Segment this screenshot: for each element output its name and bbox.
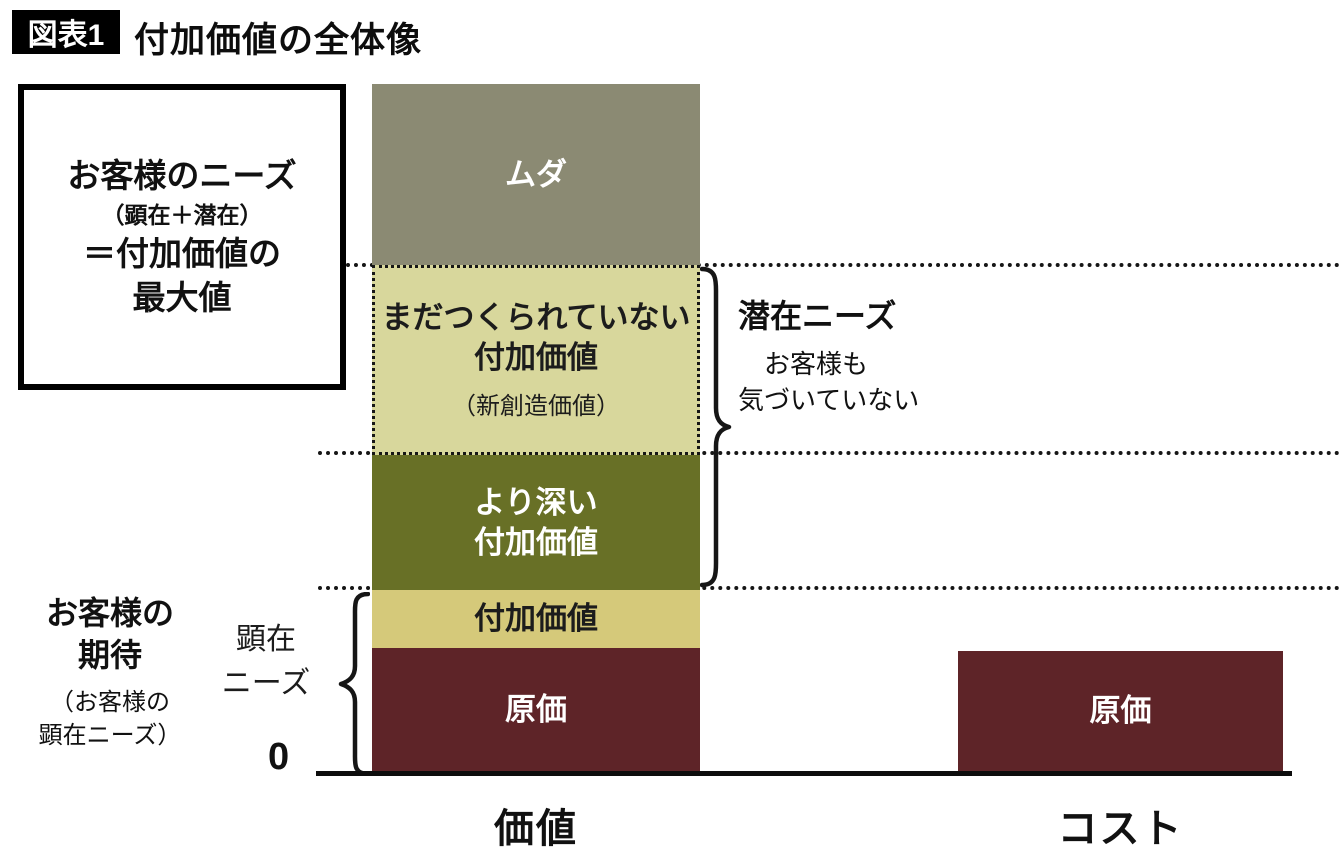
dotted-line-middle [318, 451, 1340, 455]
figure-title: 付加価値の全体像 [134, 21, 423, 60]
segment-deeper-value: より深い 付加価値 [372, 455, 700, 590]
latent-needs-annotation: 潜在ニーズ お客様も 気づいていない [738, 296, 998, 418]
needs-box-line3: ＝付加価値の [83, 235, 281, 272]
segment-added-label: 付加価値 [474, 601, 598, 636]
needs-box-line2: （顕在＋潜在） [101, 202, 263, 228]
segment-deeper-line2: 付加価値 [474, 524, 598, 560]
explicit-needs-line2: ニーズ [221, 667, 311, 700]
segment-uncreated-line3: （新創造価値） [452, 393, 620, 420]
axis-category-cost: コスト [1057, 807, 1184, 851]
cost-bar-label: 原価 [1089, 693, 1152, 728]
expectation-line2: 期待 [77, 637, 142, 673]
latent-needs-line1: お客様も [764, 349, 869, 379]
segment-uncreated-line1: まだつくられていない [381, 300, 691, 335]
needs-box-line4: 最大値 [132, 279, 232, 316]
latent-needs-title: 潜在ニーズ [738, 298, 897, 334]
axis-category-value: 価値 [494, 807, 578, 851]
cost-bar: 原価 [958, 651, 1283, 771]
axis-origin-label: 0 [268, 736, 290, 778]
explicit-needs-brace [338, 592, 370, 776]
dotted-line-bottom [318, 586, 1340, 590]
expectation-line3: （お客様の [50, 689, 170, 716]
customer-expectation-annotation: お客様の 期待 （お客様の 顕在ニーズ） [6, 592, 214, 752]
customer-needs-box: お客様のニーズ （顕在＋潜在） ＝付加価値の 最大値 [18, 84, 346, 390]
segment-uncreated-line2: 付加価値 [474, 340, 598, 375]
segment-uncreated-value: まだつくられていない 付加価値 （新創造価値） [372, 265, 700, 455]
segment-muda: ムダ [372, 84, 700, 265]
expectation-line4: 顕在ニーズ） [38, 722, 182, 749]
segment-added-value: 付加価値 [372, 590, 700, 648]
dotted-line-top [346, 263, 1340, 267]
axis-baseline [316, 771, 1292, 776]
value-stacked-bar: ムダ まだつくられていない 付加価値 （新創造価値） より深い 付加価値 付加価… [372, 84, 700, 772]
segment-base-cost-label: 原価 [505, 692, 567, 727]
segment-deeper-line1: より深い [474, 484, 598, 520]
latent-needs-line2: 気づいていない [738, 385, 920, 415]
needs-box-line1: お客様のニーズ [67, 157, 297, 194]
expectation-line1: お客様の [45, 595, 174, 631]
figure-badge: 図表1 [12, 10, 120, 54]
explicit-needs-line1: 顕在 [236, 623, 296, 656]
segment-base-cost: 原価 [372, 648, 700, 772]
segment-muda-label: ムダ [505, 156, 567, 192]
explicit-needs-label: 顕在 ニーズ [208, 618, 324, 706]
latent-needs-brace [700, 266, 732, 588]
